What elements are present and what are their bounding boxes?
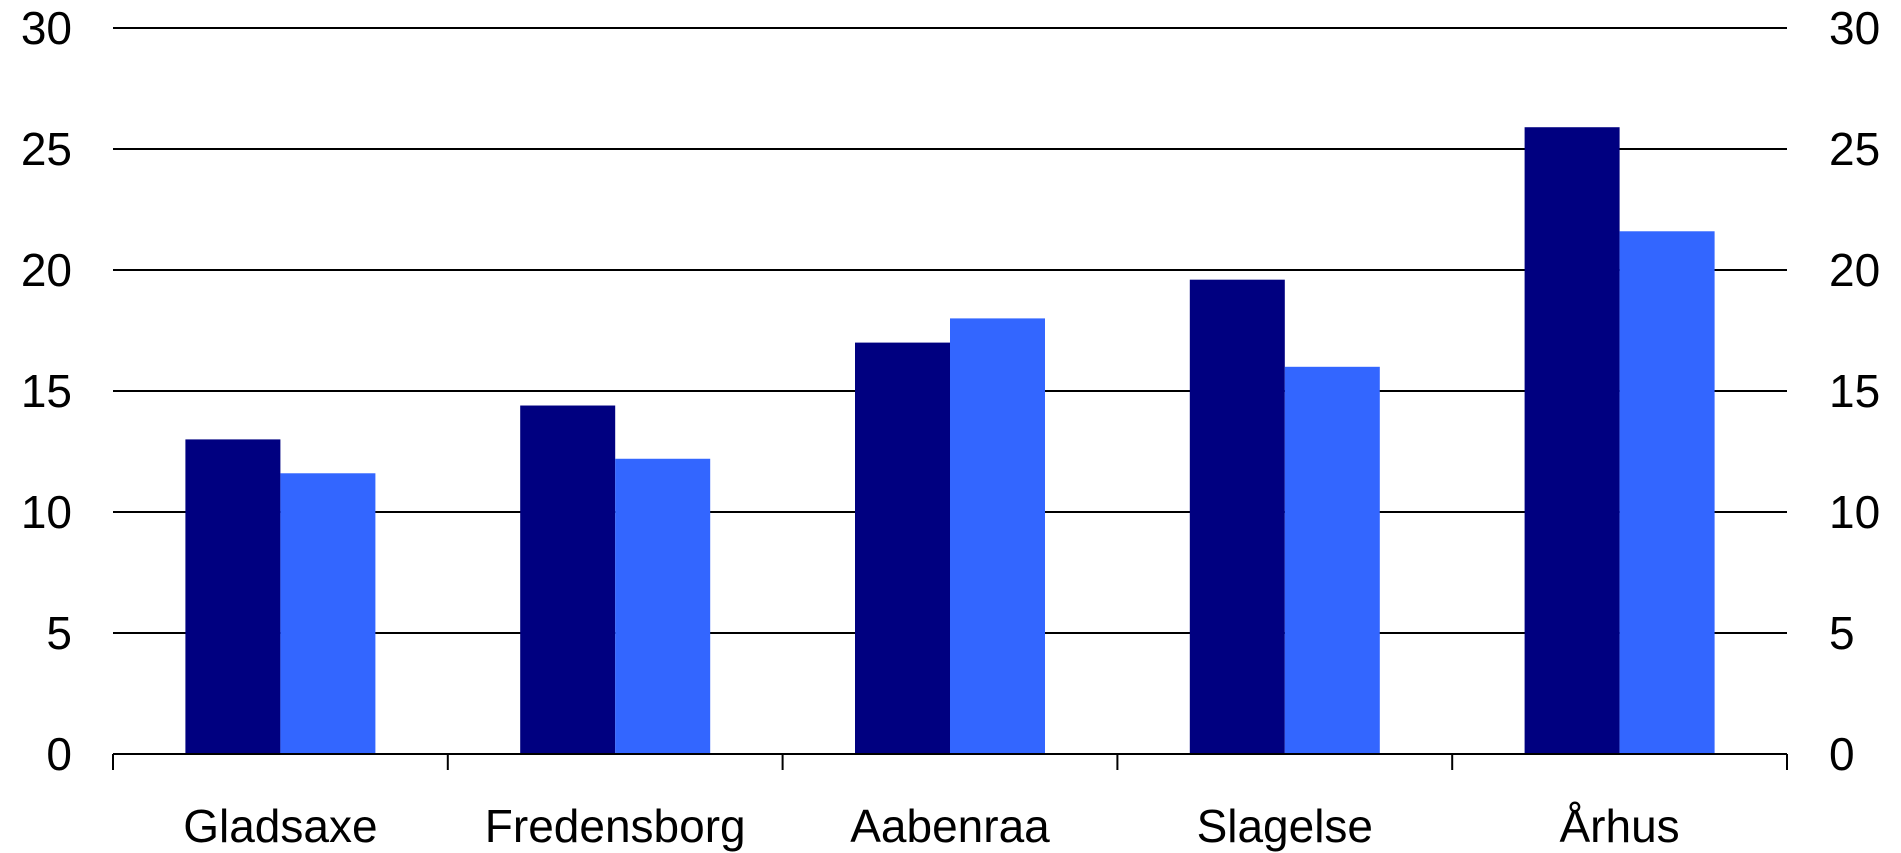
- y-tick-right-25: 25: [1829, 123, 1880, 175]
- y-tick-left-20: 20: [21, 244, 72, 296]
- x-category-label: Fredensborg: [485, 800, 746, 852]
- y-tick-left-30: 30: [21, 2, 72, 54]
- y-tick-right-0: 0: [1829, 728, 1855, 780]
- y-tick-left-5: 5: [46, 607, 72, 659]
- y-tick-right-20: 20: [1829, 244, 1880, 296]
- bar-århus-series-2: [1619, 231, 1715, 754]
- bar-gladsaxe-series-1: [185, 439, 281, 754]
- y-tick-left-10: 10: [21, 486, 72, 538]
- bar-slagelse-series-1: [1189, 279, 1285, 754]
- y-axis-right: 0 5 10 15 20 25 30: [1829, 2, 1880, 780]
- y-tick-left-0: 0: [46, 728, 72, 780]
- y-tick-right-10: 10: [1829, 486, 1880, 538]
- bars: [185, 127, 1715, 755]
- bar-aabenraa-series-1: [855, 342, 950, 754]
- y-tick-right-30: 30: [1829, 2, 1880, 54]
- bar-århus-series-1: [1524, 127, 1620, 755]
- bar-slagelse-series-2: [1284, 366, 1380, 754]
- bar-fredensborg-series-2: [615, 458, 711, 754]
- bar-aabenraa-series-2: [950, 318, 1045, 754]
- x-category-label: Århus: [1560, 800, 1680, 852]
- bar-gladsaxe-series-2: [280, 473, 376, 754]
- y-tick-right-15: 15: [1829, 365, 1880, 417]
- x-axis: Gladsaxe Fredensborg Aabenraa Slagelse Århus: [112, 753, 1788, 852]
- y-tick-left-15: 15: [21, 365, 72, 417]
- y-tick-left-25: 25: [21, 123, 72, 175]
- y-axis-left: 0 5 10 15 20 25 30: [21, 2, 72, 780]
- y-tick-right-5: 5: [1829, 607, 1855, 659]
- bar-fredensborg-series-1: [520, 405, 616, 754]
- x-category-label: Gladsaxe: [183, 800, 377, 852]
- x-category-label: Slagelse: [1197, 800, 1373, 852]
- x-category-label: Aabenraa: [850, 800, 1050, 852]
